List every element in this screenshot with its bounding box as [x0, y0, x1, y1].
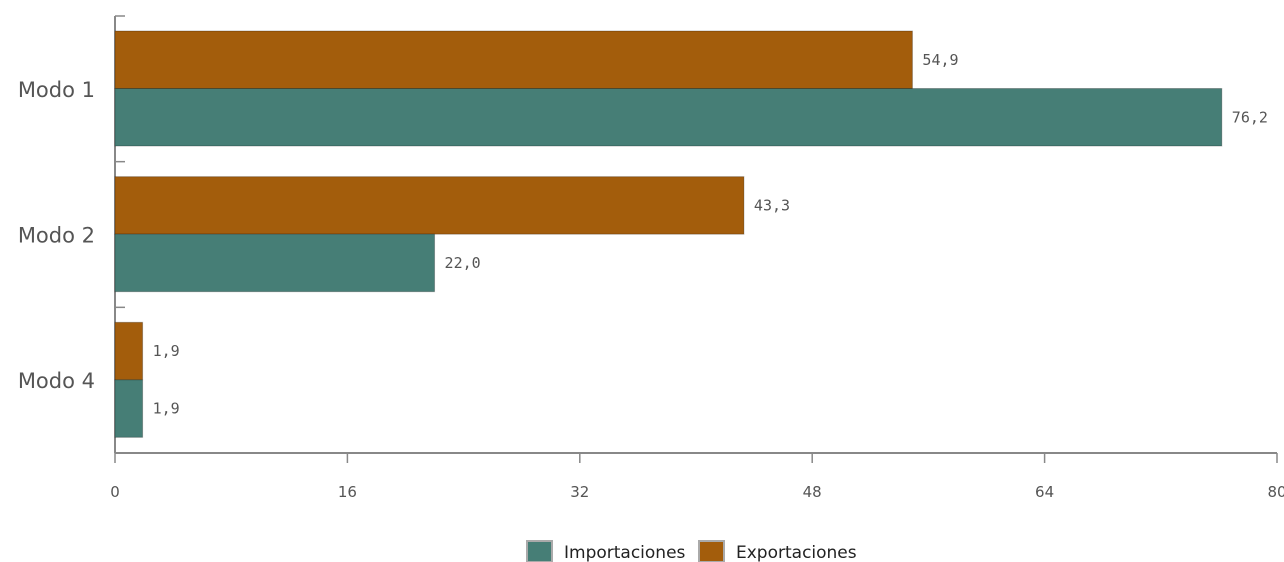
bars: [114, 30, 1223, 438]
category-label: Modo 2: [18, 224, 95, 248]
data-label: 54,9: [922, 51, 958, 69]
legend-label: Exportaciones: [736, 543, 857, 562]
x-tick-label: 48: [803, 483, 822, 501]
bar-importaciones-modo-2: [114, 233, 436, 293]
legend-swatch: [526, 540, 553, 562]
legend-swatch: [698, 540, 725, 562]
bar-exportaciones-modo-2: [114, 176, 745, 235]
category-label: Modo 4: [18, 369, 95, 393]
data-label: 76,2: [1232, 108, 1268, 126]
x-tick-label: 64: [1035, 483, 1054, 501]
bar-importaciones-modo-1: [114, 88, 1223, 147]
bar-exportaciones-modo-4: [114, 321, 144, 381]
legend-label: Importaciones: [564, 543, 686, 562]
x-tick-label: 0: [110, 483, 120, 501]
legend: Importaciones Exportaciones: [526, 540, 857, 562]
x-tick-label: 32: [570, 483, 589, 501]
x-tick-label: 16: [338, 483, 357, 501]
bar-importaciones-modo-4: [114, 379, 144, 438]
labels: Modo 1 Modo 2 Modo 4 54,9 76,2 43,3 22,0 1,9 1,9: [18, 51, 1268, 418]
data-label: 1,9: [153, 342, 180, 360]
category-label: Modo 1: [18, 78, 95, 102]
data-label: 1,9: [153, 400, 180, 418]
data-label: 43,3: [754, 196, 790, 214]
bar-exportaciones-modo-1: [114, 30, 913, 89]
data-label: 22,0: [445, 254, 481, 272]
x-tick-label: 80: [1267, 483, 1284, 501]
